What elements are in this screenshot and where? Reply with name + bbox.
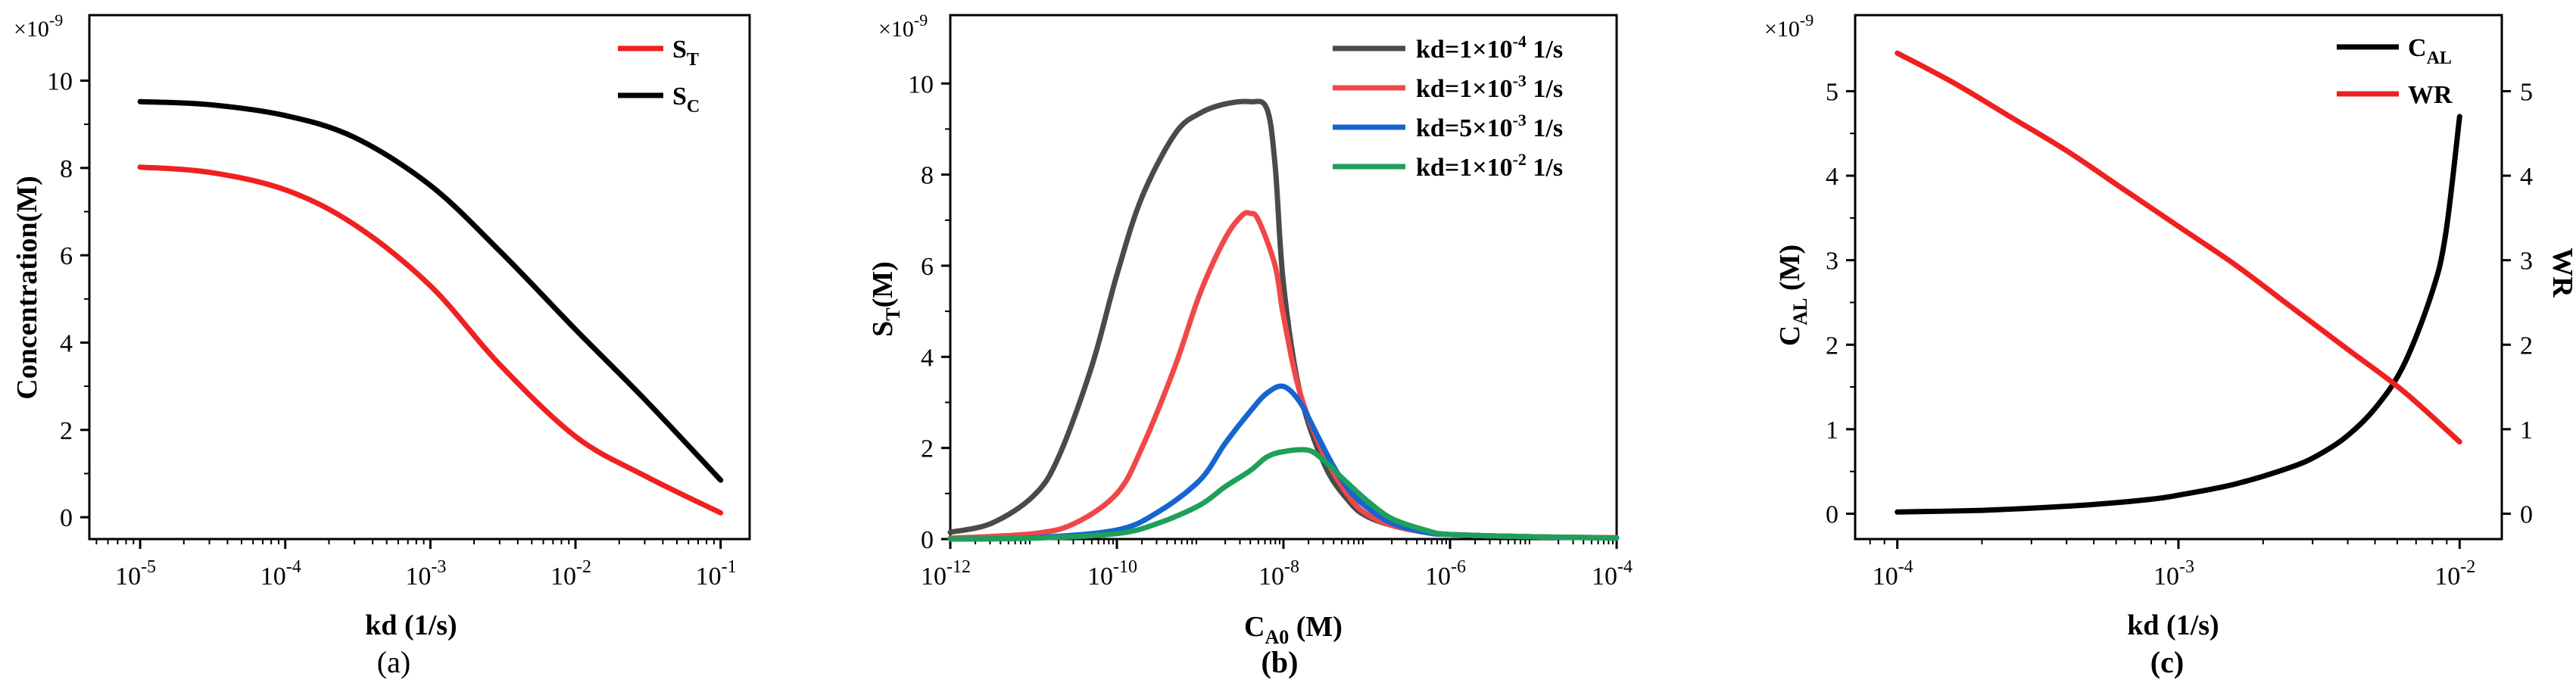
legend-b: kd=1×10-4 1/s kd=1×10-3 1/s kd=5×10-3 1/…	[1333, 32, 1563, 182]
x-axis-title-b: CA0 (M)	[1244, 611, 1343, 648]
y-axis-title-c: CAL (M)	[1774, 245, 1811, 346]
legend-label-wr: WR	[2408, 81, 2453, 109]
y-tick-label-c: 4	[1826, 163, 1838, 191]
y-tick-label-b: 10	[908, 70, 934, 98]
y-tick-label-c: 0	[1826, 501, 1838, 529]
caption-a: (a)	[377, 645, 410, 679]
y-tick-label-c: 3	[1826, 248, 1838, 276]
y2-tick-label-c: 4	[2520, 163, 2533, 191]
x-tick-label-a: 10-1	[696, 557, 737, 591]
x-tick-label-b: 10-12	[921, 557, 971, 591]
legend-label-kd1e-2: kd=1×10-2 1/s	[1416, 150, 1563, 182]
y2-axis-title-c: WR	[2546, 248, 2576, 298]
y-multiplier-b: ×10-9	[878, 11, 928, 42]
x-tick-label-a: 10-4	[260, 557, 301, 591]
legend-label-kd5e-3: kd=5×10-3 1/s	[1416, 111, 1563, 142]
y-tick-label-a: 4	[60, 330, 73, 358]
caption-b: (b)	[1261, 645, 1299, 679]
y-tick-label-b: 6	[921, 253, 934, 281]
x-tick-label-c: 10-4	[1873, 557, 1913, 591]
legend-c: CAL WR	[2337, 34, 2453, 109]
y-tick-label-b: 0	[921, 526, 934, 554]
y-tick-label-c: 2	[1826, 332, 1838, 360]
legend-label-kd1e-4: kd=1×10-4 1/s	[1416, 32, 1563, 64]
x-tick-label-b: 10-8	[1258, 557, 1299, 591]
x-tick-label-a: 10-3	[405, 557, 446, 591]
y-tick-label-b: 8	[921, 162, 934, 190]
series-line-c-1	[1895, 50, 2462, 445]
y-tick-label-b: 2	[921, 435, 934, 463]
x-tick-label-a: 10-2	[550, 557, 591, 591]
y-axis-title-b: ST(M)	[867, 261, 904, 337]
x-tick-label-a: 10-5	[115, 557, 156, 591]
legend-a: ST SC	[618, 36, 700, 117]
plot-area-b: 0 2 4 6 8 10 10-12 10-10 10-8 10-6 10-4	[908, 14, 1633, 591]
series-line-b-3	[947, 447, 1620, 542]
panel-a: 0 2 4 6 8 10 10-5 10-4 10-3 10-2 10-1 ×10-9 Concen…	[11, 11, 751, 679]
caption-c: (c)	[2150, 645, 2184, 679]
plot-area-a: 0 2 4 6 8 10 10-5 10-4 10-3 10-2 10-1	[47, 14, 751, 591]
y-tick-label-a: 0	[60, 504, 73, 532]
legend-label-kd1e-3: kd=1×10-3 1/s	[1416, 71, 1563, 103]
x-tick-label-b: 10-10	[1087, 557, 1137, 591]
panel-b: 0 2 4 6 8 10 10-12 10-10 10-8 10-6 10-4 ×10-9 ST(M…	[867, 11, 1633, 679]
x-tick-label-c: 10-3	[2153, 557, 2194, 591]
legend-label-cal: CAL	[2408, 34, 2452, 68]
series-line-a-0	[137, 164, 724, 516]
y2-tick-label-c: 2	[2520, 332, 2533, 360]
y2-tick-label-c: 0	[2520, 501, 2533, 529]
x-tick-label-c: 10-2	[2434, 557, 2475, 591]
y-multiplier-c: ×10-9	[1764, 11, 1813, 42]
legend-label-sc: SC	[672, 83, 700, 117]
y-tick-label-a: 6	[60, 242, 73, 270]
y2-tick-label-c: 3	[2520, 248, 2533, 276]
y-tick-label-c: 5	[1826, 78, 1838, 106]
series-line-c-0	[1895, 114, 2462, 515]
y-multiplier-a: ×10-9	[14, 11, 63, 42]
x-tick-label-b: 10-6	[1425, 557, 1466, 591]
y-tick-label-a: 10	[47, 68, 73, 96]
x-tick-label-b: 10-4	[1592, 557, 1633, 591]
panel-c: 0 1 2 3 4 5 0 1 2 3 4 5 10-4 10-3 10-2 ×10-9 CAL (M) W…	[1764, 11, 2576, 679]
y-tick-label-a: 2	[60, 417, 73, 445]
y-axis-title-a: Concentration(M)	[11, 176, 43, 399]
y-tick-label-a: 8	[60, 155, 73, 183]
y2-tick-label-c: 1	[2520, 416, 2533, 444]
legend-label-st: ST	[672, 36, 699, 70]
x-axis-title-c: kd (1/s)	[2127, 609, 2219, 641]
y-tick-label-c: 1	[1826, 416, 1838, 444]
axes-frame-a	[88, 14, 751, 541]
y2-tick-label-c: 5	[2520, 78, 2533, 106]
series-line-a-1	[137, 98, 724, 483]
x-axis-title-a: kd (1/s)	[365, 609, 457, 641]
y-tick-label-b: 4	[921, 344, 934, 372]
plot-area-c: 0 1 2 3 4 5 0 1 2 3 4 5 10-4 10-3 10-2	[1826, 14, 2533, 591]
